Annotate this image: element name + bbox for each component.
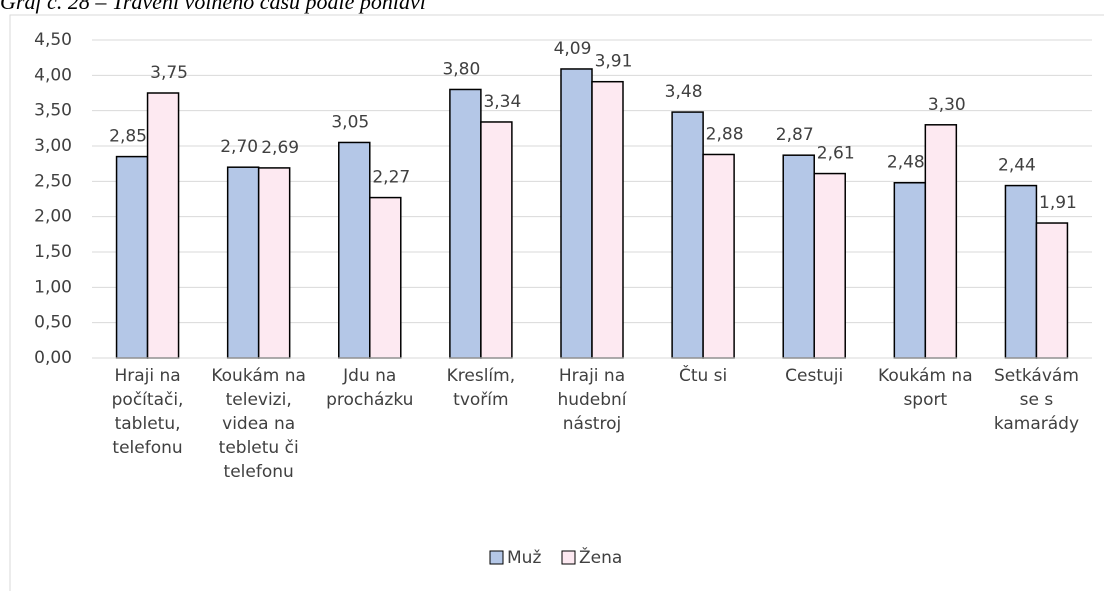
bar — [257, 167, 291, 359]
y-tick-label: 2,50 — [34, 171, 72, 191]
bar — [1035, 222, 1069, 359]
x-tick-label: Hraji na počítači, tabletu, telefonu — [111, 366, 184, 458]
bar — [115, 155, 149, 359]
value-label: 4,09 — [554, 39, 592, 59]
value-label: 2,44 — [998, 156, 1036, 176]
value-label: 3,34 — [483, 92, 521, 112]
legend-swatch — [489, 550, 504, 565]
value-label: 2,70 — [220, 137, 258, 157]
x-tick-label: Hraji na hudební nástroj — [557, 366, 627, 434]
y-tick-label: 1,00 — [34, 277, 72, 297]
x-tick-label: Kreslím, tvořím — [446, 366, 516, 410]
value-label: 3,91 — [595, 52, 633, 72]
x-tick-label: Koukám na televizi, videa na tebletu či … — [211, 366, 306, 482]
value-label: 2,88 — [706, 124, 744, 144]
x-tick-label: Jdu na procházku — [326, 366, 414, 410]
value-label: 1,91 — [1039, 193, 1077, 213]
x-tick-label: Koukám na sport — [878, 366, 973, 410]
value-label: 2,27 — [372, 168, 410, 188]
y-tick-label: 0,00 — [34, 348, 72, 368]
y-tick-label: 4,50 — [34, 30, 72, 50]
chart-border — [9, 14, 1104, 591]
y-tick-label: 0,50 — [34, 313, 72, 333]
bar — [1004, 184, 1038, 359]
x-tick-label: Čtu si — [678, 366, 728, 386]
bar — [560, 68, 593, 359]
bar — [671, 111, 704, 359]
y-tick-label: 1,50 — [34, 242, 72, 262]
value-label: 2,48 — [887, 153, 925, 173]
bar — [591, 80, 624, 359]
value-label: 2,87 — [776, 125, 814, 145]
chart-title: Graf č. 28 – Trávení volného času podle … — [0, 0, 428, 14]
x-tick-label: Setkávám se s kamarády — [993, 366, 1080, 434]
value-label: 2,61 — [817, 144, 855, 164]
y-tick-label: 2,00 — [34, 207, 72, 227]
bar — [893, 181, 927, 359]
bar — [782, 154, 815, 359]
bar — [480, 121, 513, 359]
legend-swatch — [561, 550, 576, 565]
value-label: 3,48 — [665, 82, 703, 102]
legend-label: Muž — [507, 548, 541, 568]
y-tick-label: 3,00 — [34, 136, 72, 156]
value-label: 3,75 — [150, 63, 188, 83]
value-label: 3,80 — [442, 59, 480, 79]
bar — [924, 124, 958, 359]
bar — [226, 166, 260, 359]
y-tick-label: 4,00 — [34, 65, 72, 85]
bar — [146, 92, 180, 359]
bar — [702, 153, 735, 359]
bar — [813, 172, 846, 359]
y-tick-label: 3,50 — [34, 101, 72, 121]
value-label: 3,05 — [331, 112, 369, 132]
value-label: 3,30 — [928, 95, 966, 115]
x-tick-label: Cestuji — [785, 366, 844, 386]
value-label: 2,85 — [109, 127, 147, 147]
bar — [369, 196, 402, 359]
value-label: 2,69 — [261, 138, 299, 158]
legend-label: Žena — [579, 546, 622, 568]
bar — [338, 141, 371, 359]
bar — [449, 88, 482, 359]
